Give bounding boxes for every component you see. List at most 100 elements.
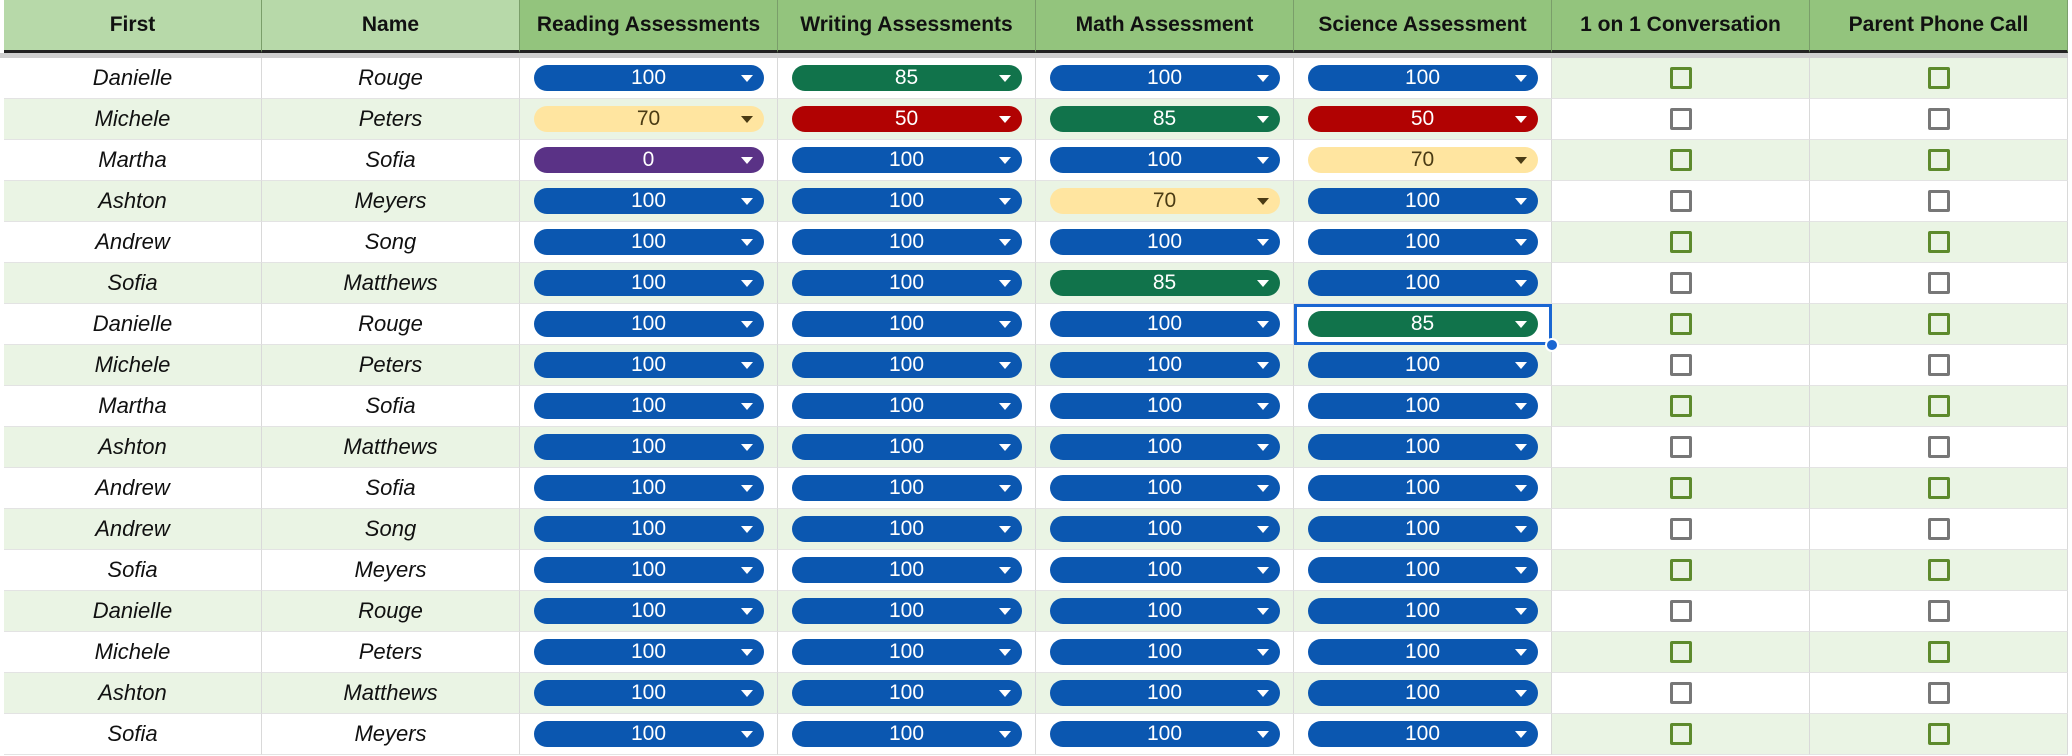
score-dropdown[interactable]: 100 xyxy=(533,475,764,501)
score-dropdown[interactable]: 100 xyxy=(791,475,1022,501)
score-dropdown[interactable]: 70 xyxy=(1049,188,1280,214)
score-dropdown[interactable]: 100 xyxy=(791,680,1022,706)
checkbox[interactable] xyxy=(1669,272,1692,294)
checkbox[interactable] xyxy=(1669,67,1692,89)
score-dropdown[interactable]: 0 xyxy=(533,147,764,173)
score-dropdown[interactable]: 100 xyxy=(1307,721,1538,747)
checkbox[interactable] xyxy=(1669,354,1692,376)
checkbox[interactable] xyxy=(1927,354,1950,376)
score-dropdown[interactable]: 100 xyxy=(1307,393,1538,419)
score-dropdown[interactable]: 100 xyxy=(1049,147,1280,173)
checkbox[interactable] xyxy=(1669,231,1692,253)
score-dropdown[interactable]: 100 xyxy=(791,639,1022,665)
checkbox[interactable] xyxy=(1927,190,1950,212)
score-dropdown[interactable]: 100 xyxy=(1049,352,1280,378)
checkbox[interactable] xyxy=(1669,190,1692,212)
checkbox[interactable] xyxy=(1927,641,1950,663)
score-dropdown[interactable]: 100 xyxy=(1049,680,1280,706)
checkbox[interactable] xyxy=(1669,436,1692,458)
score-dropdown[interactable]: 100 xyxy=(533,721,764,747)
score-dropdown[interactable]: 100 xyxy=(533,311,764,337)
checkbox[interactable] xyxy=(1927,108,1950,130)
checkbox[interactable] xyxy=(1927,436,1950,458)
score-dropdown[interactable]: 85 xyxy=(1307,311,1538,337)
score-dropdown[interactable]: 100 xyxy=(791,147,1022,173)
score-dropdown[interactable]: 50 xyxy=(1307,106,1538,132)
score-dropdown[interactable]: 100 xyxy=(533,434,764,460)
score-dropdown[interactable]: 100 xyxy=(533,393,764,419)
checkbox[interactable] xyxy=(1927,682,1950,704)
score-dropdown[interactable]: 100 xyxy=(1049,229,1280,255)
checkbox[interactable] xyxy=(1927,272,1950,294)
score-dropdown[interactable]: 100 xyxy=(1307,65,1538,91)
checkbox[interactable] xyxy=(1669,723,1692,745)
score-dropdown[interactable]: 100 xyxy=(791,598,1022,624)
score-dropdown[interactable]: 100 xyxy=(533,557,764,583)
score-dropdown[interactable]: 100 xyxy=(1307,598,1538,624)
checkbox[interactable] xyxy=(1927,67,1950,89)
checkbox[interactable] xyxy=(1669,600,1692,622)
checkbox[interactable] xyxy=(1927,723,1950,745)
score-dropdown[interactable]: 70 xyxy=(1307,147,1538,173)
score-dropdown[interactable]: 100 xyxy=(1307,188,1538,214)
checkbox[interactable] xyxy=(1669,641,1692,663)
score-dropdown[interactable]: 100 xyxy=(1049,639,1280,665)
checkbox[interactable] xyxy=(1669,395,1692,417)
score-dropdown[interactable]: 85 xyxy=(791,65,1022,91)
score-dropdown[interactable]: 100 xyxy=(533,188,764,214)
score-dropdown[interactable]: 100 xyxy=(1307,475,1538,501)
score-dropdown[interactable]: 100 xyxy=(1307,229,1538,255)
score-dropdown[interactable]: 100 xyxy=(1307,352,1538,378)
score-dropdown[interactable]: 100 xyxy=(791,516,1022,542)
score-dropdown[interactable]: 85 xyxy=(1049,106,1280,132)
checkbox[interactable] xyxy=(1669,518,1692,540)
score-dropdown[interactable]: 100 xyxy=(533,229,764,255)
score-dropdown[interactable]: 100 xyxy=(1049,557,1280,583)
checkbox[interactable] xyxy=(1927,313,1950,335)
checkbox[interactable] xyxy=(1669,559,1692,581)
score-dropdown[interactable]: 100 xyxy=(1307,434,1538,460)
score-dropdown[interactable]: 100 xyxy=(533,352,764,378)
score-dropdown[interactable]: 100 xyxy=(1049,516,1280,542)
score-dropdown[interactable]: 100 xyxy=(1049,65,1280,91)
score-dropdown[interactable]: 100 xyxy=(791,352,1022,378)
checkbox[interactable] xyxy=(1927,231,1950,253)
score-dropdown[interactable]: 100 xyxy=(791,393,1022,419)
checkbox[interactable] xyxy=(1669,108,1692,130)
score-dropdown[interactable]: 100 xyxy=(1307,557,1538,583)
score-dropdown[interactable]: 100 xyxy=(791,270,1022,296)
checkbox[interactable] xyxy=(1927,518,1950,540)
score-dropdown[interactable]: 100 xyxy=(791,557,1022,583)
checkbox[interactable] xyxy=(1669,149,1692,171)
score-dropdown[interactable]: 100 xyxy=(791,188,1022,214)
score-dropdown[interactable]: 100 xyxy=(533,270,764,296)
score-dropdown[interactable]: 100 xyxy=(1049,393,1280,419)
checkbox[interactable] xyxy=(1927,477,1950,499)
score-dropdown[interactable]: 100 xyxy=(1049,475,1280,501)
score-dropdown[interactable]: 100 xyxy=(1307,639,1538,665)
checkbox[interactable] xyxy=(1927,600,1950,622)
score-dropdown[interactable]: 100 xyxy=(791,434,1022,460)
score-dropdown[interactable]: 100 xyxy=(533,639,764,665)
score-dropdown[interactable]: 100 xyxy=(1049,434,1280,460)
score-dropdown[interactable]: 100 xyxy=(1307,516,1538,542)
score-dropdown[interactable]: 100 xyxy=(791,311,1022,337)
checkbox[interactable] xyxy=(1669,477,1692,499)
score-dropdown[interactable]: 100 xyxy=(533,680,764,706)
score-dropdown[interactable]: 100 xyxy=(1307,270,1538,296)
score-dropdown[interactable]: 70 xyxy=(533,106,764,132)
score-dropdown[interactable]: 50 xyxy=(791,106,1022,132)
checkbox[interactable] xyxy=(1927,149,1950,171)
checkbox[interactable] xyxy=(1927,395,1950,417)
score-dropdown[interactable]: 85 xyxy=(1049,270,1280,296)
checkbox[interactable] xyxy=(1927,559,1950,581)
score-dropdown[interactable]: 100 xyxy=(533,598,764,624)
score-dropdown[interactable]: 100 xyxy=(533,516,764,542)
score-dropdown[interactable]: 100 xyxy=(1049,311,1280,337)
checkbox[interactable] xyxy=(1669,313,1692,335)
score-dropdown[interactable]: 100 xyxy=(533,65,764,91)
fill-handle[interactable] xyxy=(1545,338,1559,352)
score-dropdown[interactable]: 100 xyxy=(791,721,1022,747)
score-dropdown[interactable]: 100 xyxy=(1049,598,1280,624)
checkbox[interactable] xyxy=(1669,682,1692,704)
